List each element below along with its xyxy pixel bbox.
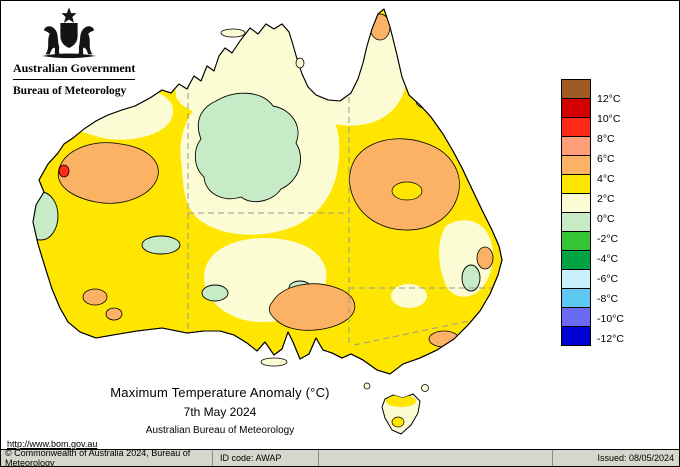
legend-cell bbox=[561, 231, 591, 251]
anomaly-region-yellow-hole bbox=[391, 181, 423, 201]
header-divider bbox=[13, 79, 135, 80]
anomaly-region-green-eastcoast bbox=[461, 264, 481, 292]
legend-label: -12°C bbox=[597, 333, 624, 345]
footer-spacer bbox=[319, 450, 553, 466]
map-title: Maximum Temperature Anomaly (°C) bbox=[110, 385, 330, 400]
footer-status-bar: © Commonwealth of Australia 2024, Bureau… bbox=[1, 448, 679, 466]
title-block: Maximum Temperature Anomaly (°C) 7th May… bbox=[59, 385, 381, 436]
legend-labels: 12°C 10°C 8°C 6°C 4°C 2°C 0°C -2°C -4°C -6°C -8°C -… bbox=[597, 89, 624, 349]
id-code-text: ID code: AWAP bbox=[213, 450, 319, 466]
legend-label: 2°C bbox=[597, 193, 615, 205]
anomaly-region-green-centre bbox=[194, 92, 301, 203]
anomaly-region-orange-sw-b bbox=[105, 307, 123, 321]
anomaly-region-orange-pilbara bbox=[57, 142, 159, 204]
legend-cell bbox=[561, 307, 591, 327]
legend-cell bbox=[561, 193, 591, 213]
australian-coat-of-arms-icon bbox=[42, 7, 96, 59]
anomaly-region-red-nw bbox=[58, 164, 70, 178]
map-org: Australian Bureau of Meteorology bbox=[145, 425, 295, 436]
mainland-coastline bbox=[32, 8, 503, 375]
island-kangaroo bbox=[260, 357, 288, 367]
legend-label: -10°C bbox=[597, 313, 624, 325]
island-melville bbox=[220, 28, 246, 38]
island-groote bbox=[295, 57, 305, 69]
issued-text: Issued: 08/05/2024 bbox=[597, 453, 674, 463]
australia-anomaly-map bbox=[32, 8, 503, 435]
tasmania-yellow-north bbox=[386, 395, 416, 407]
legend-label: 6°C bbox=[597, 153, 615, 165]
legend-label: 12°C bbox=[597, 93, 621, 105]
map-date: 7th May 2024 bbox=[183, 405, 257, 419]
copyright-text: © Commonwealth of Australia 2024, Bureau… bbox=[1, 448, 213, 466]
legend-cell bbox=[561, 288, 591, 308]
anomaly-region-cream-inland-se bbox=[391, 284, 427, 308]
legend-label: 4°C bbox=[597, 173, 615, 185]
island-flinders bbox=[421, 384, 429, 392]
legend-label: -2°C bbox=[597, 233, 619, 245]
anomaly-region-orange-southcentral bbox=[268, 283, 356, 331]
anomaly-region-green-south-a bbox=[201, 284, 229, 302]
legend-cells bbox=[561, 79, 591, 346]
legend-label: 8°C bbox=[597, 133, 615, 145]
anomaly-region-green-westcoast bbox=[33, 191, 59, 241]
legend-cell bbox=[561, 269, 591, 289]
legend-label: 10°C bbox=[597, 113, 621, 125]
legend-cell bbox=[561, 250, 591, 270]
anomaly-region-orange-eastcoast bbox=[476, 246, 494, 270]
bom-url-link[interactable]: http://www.bom.gov.au bbox=[7, 439, 98, 449]
anomaly-region-cream-gulf bbox=[298, 20, 408, 126]
legend-cell bbox=[561, 117, 591, 137]
anomaly-region-green-centrewest bbox=[141, 235, 181, 255]
legend-cell bbox=[561, 98, 591, 118]
legend-cell bbox=[561, 136, 591, 156]
anomaly-region-orange-sw-a bbox=[82, 288, 108, 306]
tasmania-yellow-south bbox=[391, 416, 405, 428]
bureau-title: Bureau of Meteorology bbox=[13, 85, 127, 97]
state-borders bbox=[187, 73, 498, 347]
government-title: Australian Government bbox=[13, 61, 136, 75]
legend-label: -4°C bbox=[597, 253, 619, 265]
island-king bbox=[363, 382, 371, 390]
legend-cell bbox=[561, 212, 591, 232]
legend-cell bbox=[561, 155, 591, 175]
legend-label: -8°C bbox=[597, 293, 619, 305]
legend-cell bbox=[561, 326, 591, 346]
legend-cell bbox=[561, 79, 591, 99]
legend-cell bbox=[561, 174, 591, 194]
legend-label: 0°C bbox=[597, 213, 615, 225]
anomaly-region-green-capeyork bbox=[415, 92, 443, 110]
legend-label: -6°C bbox=[597, 273, 619, 285]
